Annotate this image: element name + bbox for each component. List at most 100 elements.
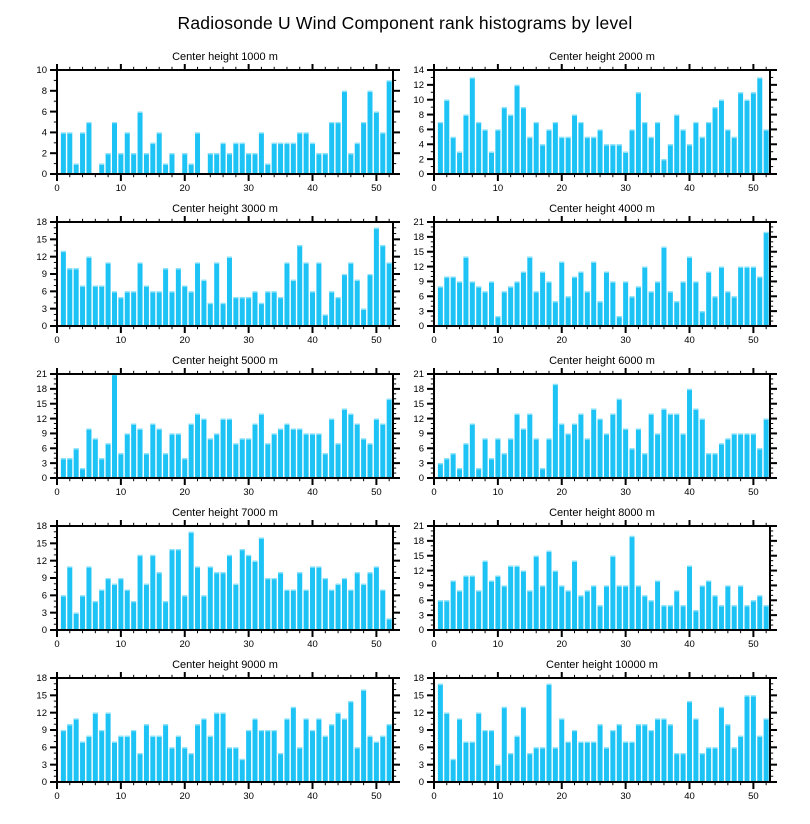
bar-top-edge (220, 142, 226, 145)
bar-top-edge (361, 122, 367, 124)
bar-top-edge (201, 418, 207, 420)
bar (457, 590, 463, 630)
bar (489, 580, 494, 630)
bar-top-edge (450, 758, 456, 761)
bar (214, 433, 220, 478)
bar-top-edge (706, 580, 712, 582)
bar-top-edge (482, 129, 488, 131)
bar-top-edge (610, 555, 616, 558)
bar-top-edge (278, 297, 284, 299)
bar-top-edge (131, 153, 137, 155)
bar (105, 712, 111, 782)
bar (201, 595, 207, 630)
bar (207, 153, 213, 174)
bar (67, 132, 73, 174)
bar-top-edge (655, 122, 661, 124)
bar (763, 129, 769, 174)
bar-top-edge (220, 302, 226, 305)
bar-top-edge (463, 443, 469, 445)
y-tick-label: 2 (419, 154, 424, 165)
bar (597, 605, 603, 630)
bar-top-edge (303, 718, 309, 720)
bar-top-edge (603, 747, 609, 749)
bar (303, 433, 309, 478)
bar (469, 423, 475, 478)
bar-top-edge (514, 281, 520, 283)
x-tick-label: 0 (431, 335, 436, 346)
bar (661, 605, 667, 630)
bar (699, 585, 705, 630)
bar (603, 433, 609, 478)
bar (437, 286, 443, 326)
y-tick-label: 6 (419, 595, 424, 606)
bar-top-edge (572, 276, 578, 278)
bar-top-edge (750, 600, 756, 602)
bar (712, 296, 718, 326)
bar-top-edge (546, 683, 552, 686)
bar (112, 122, 117, 174)
bar-top-edge (220, 712, 226, 714)
bar (533, 747, 539, 782)
bar-top-edge (99, 458, 105, 460)
bar (642, 595, 648, 630)
bar-top-edge (610, 281, 616, 283)
bar-top-edge (297, 132, 303, 134)
bar-top-edge (131, 601, 137, 603)
bar (284, 589, 290, 630)
bar-top-edge (354, 142, 360, 145)
subplot-title-text: Center height 4000 m (549, 203, 655, 215)
bar (565, 590, 571, 630)
bar-top-edge (246, 554, 252, 557)
y-tick-label: 4 (42, 128, 47, 139)
bar-top-edge (508, 438, 514, 440)
bar (239, 438, 245, 478)
bar (137, 753, 143, 782)
bar-top-edge (201, 595, 207, 597)
bar-top-edge (80, 132, 86, 134)
bar-top-edge (310, 291, 316, 293)
bar (744, 433, 750, 478)
rank-histogram-svg: Center height 6000 m 0 10 20 30 40 50 0 3 6 9 12 15 1… (413, 355, 777, 498)
plot-border (433, 69, 771, 175)
bar-top-edge (552, 301, 558, 303)
bar (99, 730, 105, 782)
bar-top-edge (169, 747, 175, 749)
bar (195, 413, 201, 478)
bar-top-edge (367, 572, 373, 574)
bar-top-edge (482, 560, 488, 562)
bar-top-edge (86, 256, 92, 258)
bar (322, 153, 328, 174)
bar (514, 413, 520, 478)
bar (706, 271, 712, 326)
bar-top-edge (188, 163, 194, 165)
bar (361, 308, 367, 326)
bar (476, 122, 482, 174)
bar-top-edge (463, 741, 469, 743)
bar (271, 433, 277, 478)
bar-top-edge (578, 122, 584, 124)
bar (354, 747, 360, 782)
bar-top-edge (214, 712, 220, 714)
bar (450, 580, 456, 630)
bar (712, 747, 718, 782)
bar-top-edge (348, 701, 354, 703)
bar (124, 735, 130, 782)
bar (578, 271, 584, 326)
bar-top-edge (744, 433, 750, 435)
bar-top-edge (361, 583, 367, 586)
bar-top-edge (584, 741, 590, 743)
bar-top-edge (616, 144, 622, 146)
bar (718, 443, 724, 478)
bar-top-edge (469, 77, 475, 79)
bar (169, 549, 175, 630)
bar (214, 153, 220, 174)
bar-top-edge (616, 316, 622, 318)
bar-top-edge (233, 297, 239, 299)
bar (278, 142, 284, 174)
bar-top-edge (169, 291, 175, 293)
bar (693, 408, 699, 478)
bar (610, 730, 616, 782)
bar-top-edge (124, 132, 130, 134)
bar (533, 291, 539, 326)
bar-top-edge (86, 735, 92, 738)
